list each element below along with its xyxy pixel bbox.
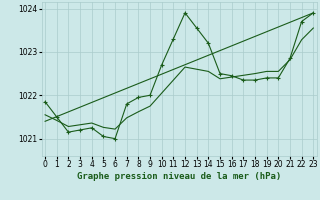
X-axis label: Graphe pression niveau de la mer (hPa): Graphe pression niveau de la mer (hPa) — [77, 172, 281, 181]
